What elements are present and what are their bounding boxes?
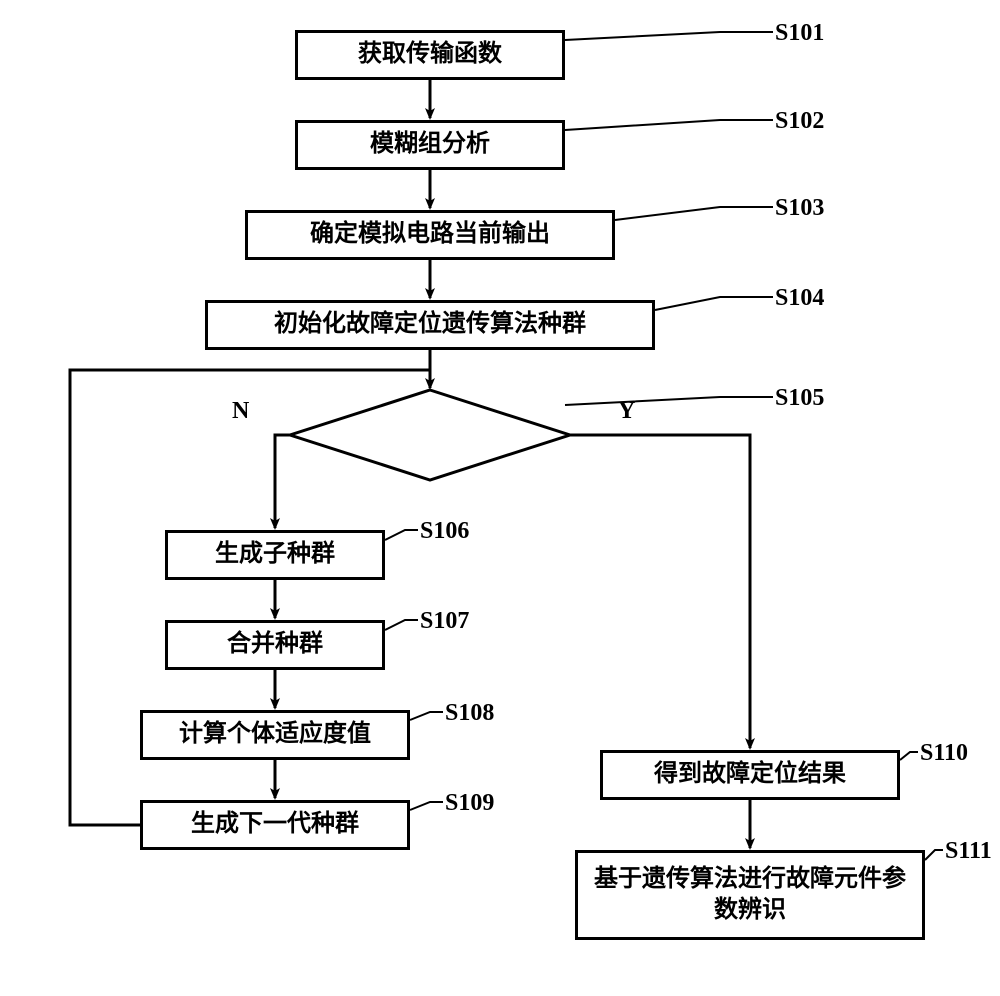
step-s107-text: 合并种群 xyxy=(227,629,323,660)
label-s108: S108 xyxy=(445,700,494,727)
step-s109-box: 生成下一代种群 xyxy=(140,800,410,850)
label-s107: S107 xyxy=(420,608,469,635)
label-s101: S101 xyxy=(775,20,824,47)
step-s104-box: 初始化故障定位遗传算法种群 xyxy=(205,300,655,350)
step-s102-text: 模糊组分析 xyxy=(370,129,490,160)
label-s105: S105 xyxy=(775,385,824,412)
step-s101-text: 获取传输函数 xyxy=(358,39,502,70)
step-s108-text: 计算个体适应度值 xyxy=(179,719,371,750)
step-s103-box: 确定模拟电路当前输出 xyxy=(245,210,615,260)
step-s111-box: 基于遗传算法进行故障元件参数辨识 xyxy=(575,850,925,940)
step-s103-text: 确定模拟电路当前输出 xyxy=(310,219,550,250)
step-s110-text: 得到故障定位结果 xyxy=(654,759,846,790)
step-s107-box: 合并种群 xyxy=(165,620,385,670)
label-s111: S111 xyxy=(945,838,992,865)
step-s108-box: 计算个体适应度值 xyxy=(140,710,410,760)
label-s103: S103 xyxy=(775,195,824,222)
flowchart-canvas: 获取传输函数 模糊组分析 确定模拟电路当前输出 初始化故障定位遗传算法种群 达到… xyxy=(0,0,1000,996)
step-s110-box: 得到故障定位结果 xyxy=(600,750,900,800)
label-s102: S102 xyxy=(775,108,824,135)
label-s104: S104 xyxy=(775,285,824,312)
step-s102-box: 模糊组分析 xyxy=(295,120,565,170)
label-s110: S110 xyxy=(920,740,968,767)
step-s111-text: 基于遗传算法进行故障元件参数辨识 xyxy=(586,864,914,926)
step-s109-text: 生成下一代种群 xyxy=(191,809,359,840)
label-s109: S109 xyxy=(445,790,494,817)
step-s105-text: 达到迭代结束条件 xyxy=(334,418,526,453)
step-s106-box: 生成子种群 xyxy=(165,530,385,580)
step-s106-text: 生成子种群 xyxy=(215,539,335,570)
branch-y: Y xyxy=(618,398,635,425)
label-s106: S106 xyxy=(420,518,469,545)
branch-n: N xyxy=(232,398,249,425)
step-s101-box: 获取传输函数 xyxy=(295,30,565,80)
step-s104-text: 初始化故障定位遗传算法种群 xyxy=(274,309,586,340)
